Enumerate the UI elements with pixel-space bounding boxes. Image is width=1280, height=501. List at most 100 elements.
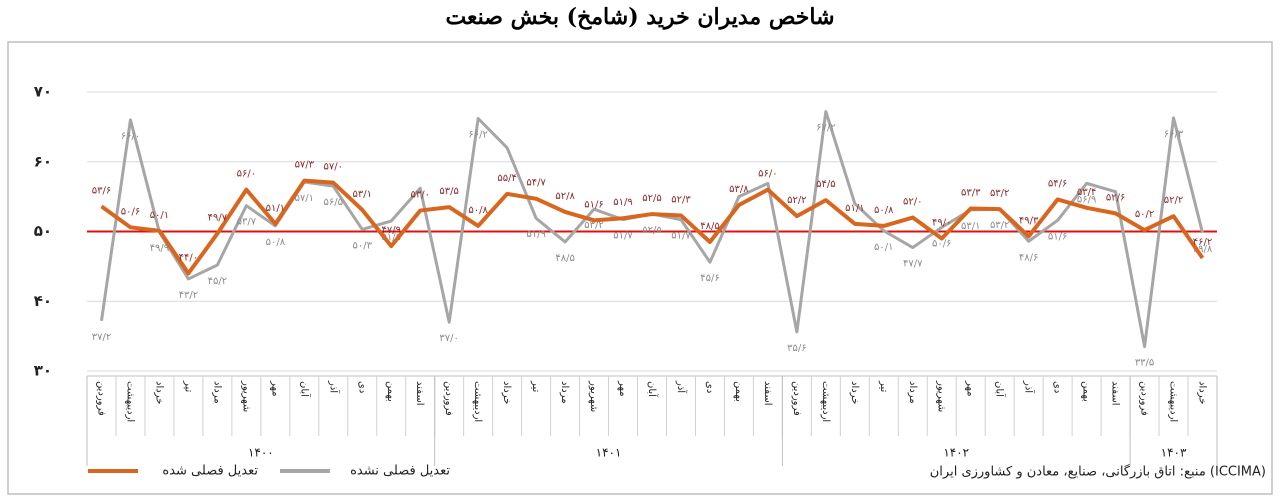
x-tick-label: آبان: [298, 381, 311, 398]
group-label: ۱۴۰۱: [596, 446, 622, 460]
data-label: ۴۸/۵: [700, 221, 719, 232]
data-label: ۵۱/۷: [613, 231, 633, 242]
data-label: ۵۳/۲: [990, 220, 1009, 231]
data-label: ۵۶/۰: [237, 169, 256, 180]
x-tick-label: دی: [1052, 381, 1063, 393]
data-label: ۵۷/۳: [295, 160, 315, 171]
x-tick-label: مرداد: [907, 381, 918, 404]
data-label: ۵۰/۱: [150, 210, 169, 221]
data-label: ۵۲/۵: [642, 193, 661, 204]
x-tick-label: فروردین: [95, 381, 106, 416]
data-label: ۶۶/۳: [1164, 129, 1184, 140]
data-label: ۵۴/۶: [1048, 178, 1067, 189]
data-label: ۵۱/۱: [266, 203, 285, 214]
data-label: ۴۹/۷: [208, 213, 228, 224]
data-label: ۵۳/۰: [410, 190, 429, 201]
data-label: ۴۳/۲: [179, 290, 198, 301]
x-tick-label: مهر: [617, 380, 628, 396]
data-label: ۵۳/۳: [961, 187, 981, 198]
group-label: ۱۴۰۲: [943, 446, 969, 460]
data-label: ۵۳/۵: [439, 186, 458, 197]
data-label: ۵۷/۰: [324, 162, 343, 173]
x-tick-label: آذر: [675, 380, 688, 394]
x-tick-label: خرداد: [153, 381, 164, 404]
data-label: ۶۶/۲: [468, 130, 487, 141]
data-label: ۵۰/۶: [121, 206, 140, 217]
data-label: ۵۰/۲: [1135, 209, 1154, 220]
x-tick-label: شهریور: [240, 380, 251, 412]
data-label: ۵۲/۵: [642, 225, 661, 236]
data-label: ۵۶/۹: [1077, 194, 1096, 205]
data-label: ۵۲/۲: [1164, 195, 1183, 206]
data-label: ۴۷/۹: [381, 225, 400, 236]
data-label: ۴۶/۲: [1193, 237, 1212, 248]
data-label: ۵۳/۱: [961, 221, 980, 232]
group-label: ۱۴۰۳: [1161, 446, 1187, 460]
data-label: ۵۳/۴: [1077, 187, 1096, 198]
data-label: ۴۷/۷: [903, 259, 923, 270]
x-tick-label: مهر: [965, 380, 976, 396]
data-label: ۵۶/۵: [324, 197, 343, 208]
legend-label: تعدیل فصلی نشده: [350, 464, 450, 479]
y-tick-label: ۳۰: [34, 362, 52, 380]
data-label: ۵۳/۱: [353, 189, 372, 200]
data-label: ۴۵/۲: [208, 276, 227, 287]
data-label: ۵۰/۸: [468, 205, 488, 216]
x-tick-label: خرداد: [1197, 381, 1208, 404]
x-tick-label: اسفند: [414, 381, 425, 405]
x-tick-label: بهمن: [1081, 381, 1092, 402]
y-tick-label: ۶۰: [34, 152, 52, 170]
data-label: ۵۳/۸: [729, 184, 749, 195]
x-tick-label: دی: [356, 381, 367, 393]
x-tick-label: دی: [704, 381, 715, 393]
data-label: ۵۲/۲: [787, 195, 806, 206]
x-tick-label: تیر: [878, 380, 889, 393]
x-tick-label: اردیبهشت: [124, 381, 135, 422]
x-tick-label: مرداد: [211, 381, 222, 404]
data-label: ۴۹/۹: [150, 243, 169, 254]
x-tick-label: شهریور: [936, 380, 947, 412]
data-label: ۵۳/۲: [990, 188, 1009, 199]
x-tick-label: تیر: [182, 380, 193, 393]
data-label: ۵۰/۱: [874, 242, 893, 253]
data-label: ۵۴/۷: [526, 178, 546, 189]
x-tick-label: تیر: [530, 380, 541, 393]
y-tick-label: ۴۰: [34, 292, 52, 310]
x-tick-label: مرداد: [559, 381, 570, 404]
data-label: ۵۱/۶: [584, 199, 603, 210]
data-label: ۵۰/۶: [932, 238, 951, 249]
data-label: ۵۵/۴: [497, 173, 516, 184]
source: منبع: اتاق بازرگانی، صنایع، معادن و کشاو…: [930, 464, 1266, 480]
x-tick-label: بهمن: [385, 381, 396, 402]
data-label: ۵۳/۲: [584, 220, 603, 231]
y-tick-label: ۵۰: [34, 222, 52, 240]
x-tick-label: مهر: [269, 380, 280, 396]
data-label: ۵۷/۱: [295, 193, 314, 204]
x-tick-label: اردیبهشت: [472, 381, 483, 422]
data-label: ۵۲/۰: [903, 197, 922, 208]
data-label: ۳۷/۲: [92, 332, 111, 343]
data-label: ۴۵/۶: [700, 273, 719, 284]
x-tick-label: اسفند: [1110, 381, 1121, 405]
data-label: ۴۸/۵: [555, 253, 574, 264]
frame: [7, 41, 1273, 495]
data-label: ۴۹/۸: [1193, 244, 1213, 255]
x-tick-label: فروردین: [443, 381, 454, 416]
data-label: ۵۱/۱: [845, 203, 864, 214]
data-label: ۴۹/۳: [1019, 215, 1039, 226]
series-line: [100, 178, 1205, 276]
data-label: ۵۳/۷: [237, 217, 257, 228]
data-label: ۵۰/۸: [874, 205, 894, 216]
legend-label: تعدیل فصلی شده: [162, 464, 258, 479]
data-label: ۴۴/۰: [179, 252, 198, 263]
x-tick-label: فروردین: [1139, 381, 1150, 416]
data-label: ۳۳/۵: [1135, 358, 1154, 369]
x-tick-label: آبان: [994, 381, 1007, 398]
x-tick-label: فروردین: [791, 381, 802, 416]
x-tick-label: شهریور: [588, 380, 599, 412]
data-label: ۵۲/۳: [671, 194, 691, 205]
x-tick-label: اسفند: [762, 381, 773, 405]
x-tick-label: خرداد: [849, 381, 860, 404]
x-tick-label: آذر: [327, 380, 340, 394]
